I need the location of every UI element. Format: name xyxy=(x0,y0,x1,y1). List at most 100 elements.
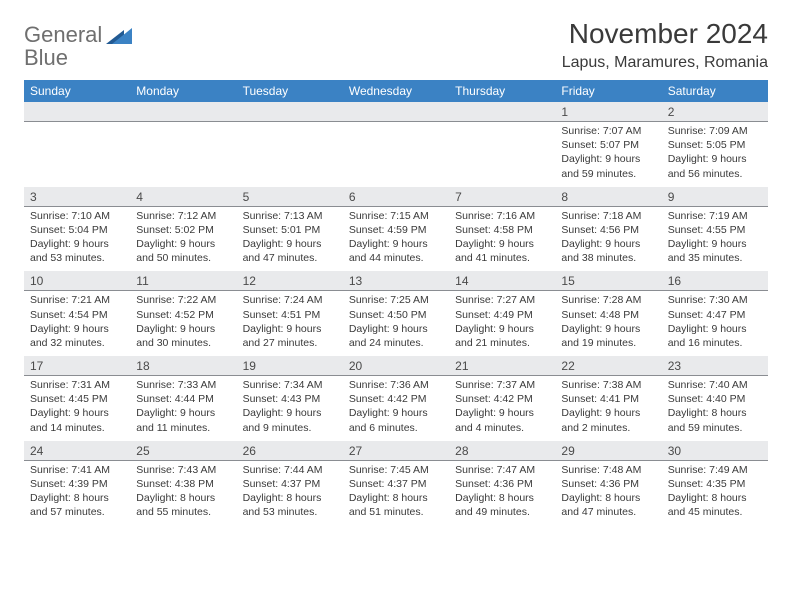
daylight-text: and 56 minutes. xyxy=(668,167,762,181)
sunset-text: Sunset: 4:37 PM xyxy=(243,477,337,491)
daylight-text: and 24 minutes. xyxy=(349,336,443,350)
weekday-label: Thursday xyxy=(449,80,555,102)
day-cell: Sunrise: 7:36 AMSunset: 4:42 PMDaylight:… xyxy=(343,376,449,441)
daylight-text: and 51 minutes. xyxy=(349,505,443,519)
day-cell: Sunrise: 7:12 AMSunset: 5:02 PMDaylight:… xyxy=(130,207,236,272)
day-cell: Sunrise: 7:38 AMSunset: 4:41 PMDaylight:… xyxy=(555,376,661,441)
day-cell: Sunrise: 7:09 AM Sunset: 5:05 PM Dayligh… xyxy=(662,122,768,187)
day-cell: Sunrise: 7:21 AMSunset: 4:54 PMDaylight:… xyxy=(24,291,130,356)
sunset-text: Sunset: 5:07 PM xyxy=(561,138,655,152)
day-number: 26 xyxy=(237,441,343,460)
daylight-text: Daylight: 9 hours xyxy=(561,237,655,251)
sunset-text: Sunset: 4:38 PM xyxy=(136,477,230,491)
daylight-text: Daylight: 9 hours xyxy=(668,237,762,251)
sunset-text: Sunset: 5:01 PM xyxy=(243,223,337,237)
day-cell xyxy=(130,122,236,187)
sunrise-text: Sunrise: 7:24 AM xyxy=(243,293,337,307)
daylight-text: Daylight: 9 hours xyxy=(561,152,655,166)
brand-logo: General Blue xyxy=(24,18,132,70)
daylight-text: Daylight: 9 hours xyxy=(668,152,762,166)
day-number: 17 xyxy=(24,356,130,375)
daylight-text: Daylight: 8 hours xyxy=(668,406,762,420)
day-number: 29 xyxy=(555,441,661,460)
week-row: 24 25 26 27 28 29 30 Sunrise: 7:41 AMSun… xyxy=(24,441,768,526)
page-subtitle: Lapus, Maramures, Romania xyxy=(562,54,768,72)
sunset-text: Sunset: 4:54 PM xyxy=(30,308,124,322)
sunset-text: Sunset: 4:36 PM xyxy=(561,477,655,491)
weekday-label: Friday xyxy=(555,80,661,102)
sunrise-text: Sunrise: 7:22 AM xyxy=(136,293,230,307)
weekday-label: Monday xyxy=(130,80,236,102)
daylight-text: Daylight: 9 hours xyxy=(349,237,443,251)
day-cell: Sunrise: 7:49 AMSunset: 4:35 PMDaylight:… xyxy=(662,461,768,526)
sunrise-text: Sunrise: 7:34 AM xyxy=(243,378,337,392)
day-cell: Sunrise: 7:37 AMSunset: 4:42 PMDaylight:… xyxy=(449,376,555,441)
day-number: 23 xyxy=(662,356,768,375)
daylight-text: Daylight: 9 hours xyxy=(30,237,124,251)
day-number: 6 xyxy=(343,187,449,206)
daylight-text: and 59 minutes. xyxy=(561,167,655,181)
sunset-text: Sunset: 4:42 PM xyxy=(349,392,443,406)
day-number: 14 xyxy=(449,271,555,290)
daylight-text: and 55 minutes. xyxy=(136,505,230,519)
day-cell: Sunrise: 7:28 AMSunset: 4:48 PMDaylight:… xyxy=(555,291,661,356)
daylight-text: and 53 minutes. xyxy=(30,251,124,265)
daylight-text: Daylight: 8 hours xyxy=(561,491,655,505)
day-cell: Sunrise: 7:15 AMSunset: 4:59 PMDaylight:… xyxy=(343,207,449,272)
daylight-text: Daylight: 9 hours xyxy=(668,322,762,336)
day-number-row: 3 4 5 6 7 8 9 xyxy=(24,187,768,207)
sunset-text: Sunset: 4:35 PM xyxy=(668,477,762,491)
daylight-text: Daylight: 9 hours xyxy=(136,322,230,336)
day-cell: Sunrise: 7:40 AMSunset: 4:40 PMDaylight:… xyxy=(662,376,768,441)
day-number: 19 xyxy=(237,356,343,375)
daylight-text: and 38 minutes. xyxy=(561,251,655,265)
daylight-text: Daylight: 9 hours xyxy=(455,406,549,420)
day-number: 10 xyxy=(24,271,130,290)
sunrise-text: Sunrise: 7:48 AM xyxy=(561,463,655,477)
week-row: 10 11 12 13 14 15 16 Sunrise: 7:21 AMSun… xyxy=(24,271,768,356)
day-cell: Sunrise: 7:24 AMSunset: 4:51 PMDaylight:… xyxy=(237,291,343,356)
day-number xyxy=(237,102,343,121)
sunset-text: Sunset: 4:51 PM xyxy=(243,308,337,322)
topbar: General Blue November 2024 Lapus, Maramu… xyxy=(24,18,768,72)
sunset-text: Sunset: 4:58 PM xyxy=(455,223,549,237)
daylight-text: and 9 minutes. xyxy=(243,421,337,435)
day-cell xyxy=(24,122,130,187)
week-row: 3 4 5 6 7 8 9 Sunrise: 7:10 AMSunset: 5:… xyxy=(24,187,768,272)
day-cells-row: Sunrise: 7:21 AMSunset: 4:54 PMDaylight:… xyxy=(24,291,768,356)
day-cell: Sunrise: 7:22 AMSunset: 4:52 PMDaylight:… xyxy=(130,291,236,356)
sunset-text: Sunset: 4:44 PM xyxy=(136,392,230,406)
weekday-label: Tuesday xyxy=(237,80,343,102)
daylight-text: and 14 minutes. xyxy=(30,421,124,435)
day-cell: Sunrise: 7:44 AMSunset: 4:37 PMDaylight:… xyxy=(237,461,343,526)
sunset-text: Sunset: 4:41 PM xyxy=(561,392,655,406)
daylight-text: and 49 minutes. xyxy=(455,505,549,519)
day-number xyxy=(24,102,130,121)
day-cells-row: Sunrise: 7:31 AMSunset: 4:45 PMDaylight:… xyxy=(24,376,768,441)
day-number-row: 24 25 26 27 28 29 30 xyxy=(24,441,768,461)
daylight-text: and 21 minutes. xyxy=(455,336,549,350)
sunrise-text: Sunrise: 7:38 AM xyxy=(561,378,655,392)
sunrise-text: Sunrise: 7:07 AM xyxy=(561,124,655,138)
sunset-text: Sunset: 4:47 PM xyxy=(668,308,762,322)
day-number: 7 xyxy=(449,187,555,206)
sunset-text: Sunset: 5:04 PM xyxy=(30,223,124,237)
brand-name-gray: General xyxy=(24,22,102,47)
week-row: 1 2 Sunrise: 7:07 AM Sunset: 5:07 PM Day… xyxy=(24,102,768,187)
sunset-text: Sunset: 4:49 PM xyxy=(455,308,549,322)
day-cell: Sunrise: 7:16 AMSunset: 4:58 PMDaylight:… xyxy=(449,207,555,272)
day-cell: Sunrise: 7:19 AMSunset: 4:55 PMDaylight:… xyxy=(662,207,768,272)
sunset-text: Sunset: 4:52 PM xyxy=(136,308,230,322)
day-cell: Sunrise: 7:48 AMSunset: 4:36 PMDaylight:… xyxy=(555,461,661,526)
day-number-row: 17 18 19 20 21 22 23 xyxy=(24,356,768,376)
daylight-text: and 30 minutes. xyxy=(136,336,230,350)
day-number: 2 xyxy=(662,102,768,121)
sunrise-text: Sunrise: 7:47 AM xyxy=(455,463,549,477)
day-cells-row: Sunrise: 7:10 AMSunset: 5:04 PMDaylight:… xyxy=(24,207,768,272)
daylight-text: and 6 minutes. xyxy=(349,421,443,435)
sunrise-text: Sunrise: 7:33 AM xyxy=(136,378,230,392)
sunrise-text: Sunrise: 7:40 AM xyxy=(668,378,762,392)
daylight-text: and 59 minutes. xyxy=(668,421,762,435)
sunset-text: Sunset: 4:55 PM xyxy=(668,223,762,237)
sunset-text: Sunset: 4:48 PM xyxy=(561,308,655,322)
